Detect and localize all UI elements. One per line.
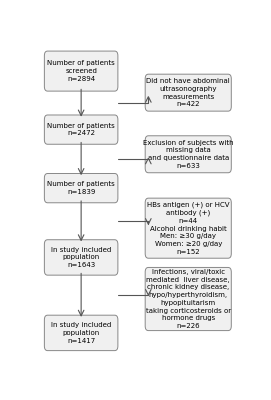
- FancyBboxPatch shape: [145, 74, 231, 111]
- Text: Infections, viral/toxic
mediated  liver disease,
chronic kidney disease,
hypo/hy: Infections, viral/toxic mediated liver d…: [146, 269, 231, 329]
- Text: Number of patients
n=2472: Number of patients n=2472: [47, 123, 115, 136]
- Text: Number of patients
screened
n=2894: Number of patients screened n=2894: [47, 60, 115, 82]
- FancyBboxPatch shape: [145, 198, 231, 258]
- FancyBboxPatch shape: [44, 240, 118, 275]
- Text: Exclusion of subjects with
missing data
and questionnaire data
n=633: Exclusion of subjects with missing data …: [143, 140, 234, 169]
- Text: In study included
population
n=1643: In study included population n=1643: [51, 247, 111, 268]
- FancyBboxPatch shape: [44, 51, 118, 91]
- FancyBboxPatch shape: [145, 268, 231, 330]
- FancyBboxPatch shape: [44, 115, 118, 144]
- FancyBboxPatch shape: [44, 315, 118, 351]
- Text: Did not have abdominal
ultrasonography
measurements
n=422: Did not have abdominal ultrasonography m…: [146, 78, 230, 107]
- Text: In study included
population
n=1417: In study included population n=1417: [51, 322, 111, 344]
- FancyBboxPatch shape: [145, 136, 231, 173]
- FancyBboxPatch shape: [44, 174, 118, 203]
- Text: Number of patients
n=1839: Number of patients n=1839: [47, 181, 115, 195]
- Text: HBs antigen (+) or HCV
antibody (+)
n=44
Alcohol drinking habit
Men: ≥30 g/day
W: HBs antigen (+) or HCV antibody (+) n=44…: [147, 202, 230, 255]
